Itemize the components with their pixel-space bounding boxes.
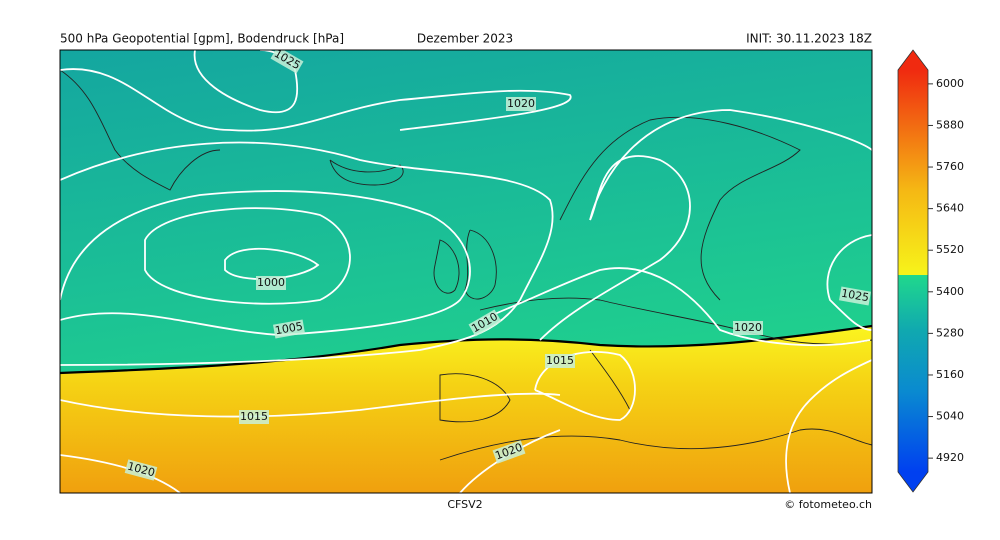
isobar-label-text: 1025 xyxy=(840,287,870,305)
isobar-label-bg xyxy=(124,459,158,481)
isobar-label-text: 1015 xyxy=(546,354,574,367)
colorbar-max-arrow xyxy=(898,50,928,70)
isobar-label-bg xyxy=(270,50,304,74)
colorbar-min-arrow xyxy=(898,472,928,492)
isobar-label: 1005 xyxy=(273,319,305,339)
colorbar-tick-label: 5640 xyxy=(936,202,964,215)
colorbar-body xyxy=(898,70,928,472)
colorbar-tick-label: 6000 xyxy=(936,77,964,90)
header-left: 500 hPa Geopotential [gpm], Bodendruck [… xyxy=(60,32,344,46)
isobar-label-bg xyxy=(256,276,286,290)
colorbar-tick-label: 4920 xyxy=(936,451,964,464)
colorbar-outline xyxy=(897,49,929,493)
isobar-label: 1020 xyxy=(733,321,763,335)
isobar-label-bg xyxy=(239,410,269,424)
colorbar-tick-label: 5520 xyxy=(936,243,964,256)
header-right: INIT: 30.11.2023 18Z xyxy=(746,32,872,46)
colorbar xyxy=(897,49,929,493)
isobar-label: 1000 xyxy=(256,276,286,290)
colorbar-tick-label: 5160 xyxy=(936,368,964,381)
isobar-label: 1020 xyxy=(124,459,158,481)
isobar-label-text: 1000 xyxy=(257,276,285,289)
isobar-label-bg xyxy=(273,319,305,339)
colorbar-tick-label: 5040 xyxy=(936,410,964,423)
isobar-label-bg xyxy=(733,321,763,335)
isobar-label-bg xyxy=(506,97,536,111)
map-lower xyxy=(60,326,872,493)
contour-5520 xyxy=(60,324,872,375)
isobar-label-bg xyxy=(545,354,575,368)
colorbar-tick-label: 5400 xyxy=(936,285,964,298)
footer-credit: © fotometeo.ch xyxy=(784,498,872,511)
coastlines xyxy=(60,69,872,461)
colorbar-tick-label: 5880 xyxy=(936,118,964,131)
map-frame xyxy=(59,49,873,494)
isobar-label: 1025 xyxy=(839,286,871,306)
colorbar-tick-label: 5760 xyxy=(936,160,964,173)
isobar-label-text: 1020 xyxy=(507,97,535,110)
footer-model: CFSV2 xyxy=(447,498,482,511)
header-center: Dezember 2023 xyxy=(417,32,513,46)
isobar-label-bg xyxy=(468,309,502,337)
isobar-label: 1020 xyxy=(506,97,536,111)
colorbar-tick-label: 5280 xyxy=(936,326,964,339)
isobar-label-text: 1015 xyxy=(240,410,268,423)
isobar-label-text: 1005 xyxy=(274,320,304,338)
isobar-label-text: 1020 xyxy=(734,321,762,334)
isobar-label: 1015 xyxy=(545,354,575,368)
isobar-label-bg xyxy=(492,440,526,464)
isobar-label: 1015 xyxy=(239,410,269,424)
isobar-label-bg xyxy=(839,286,871,306)
